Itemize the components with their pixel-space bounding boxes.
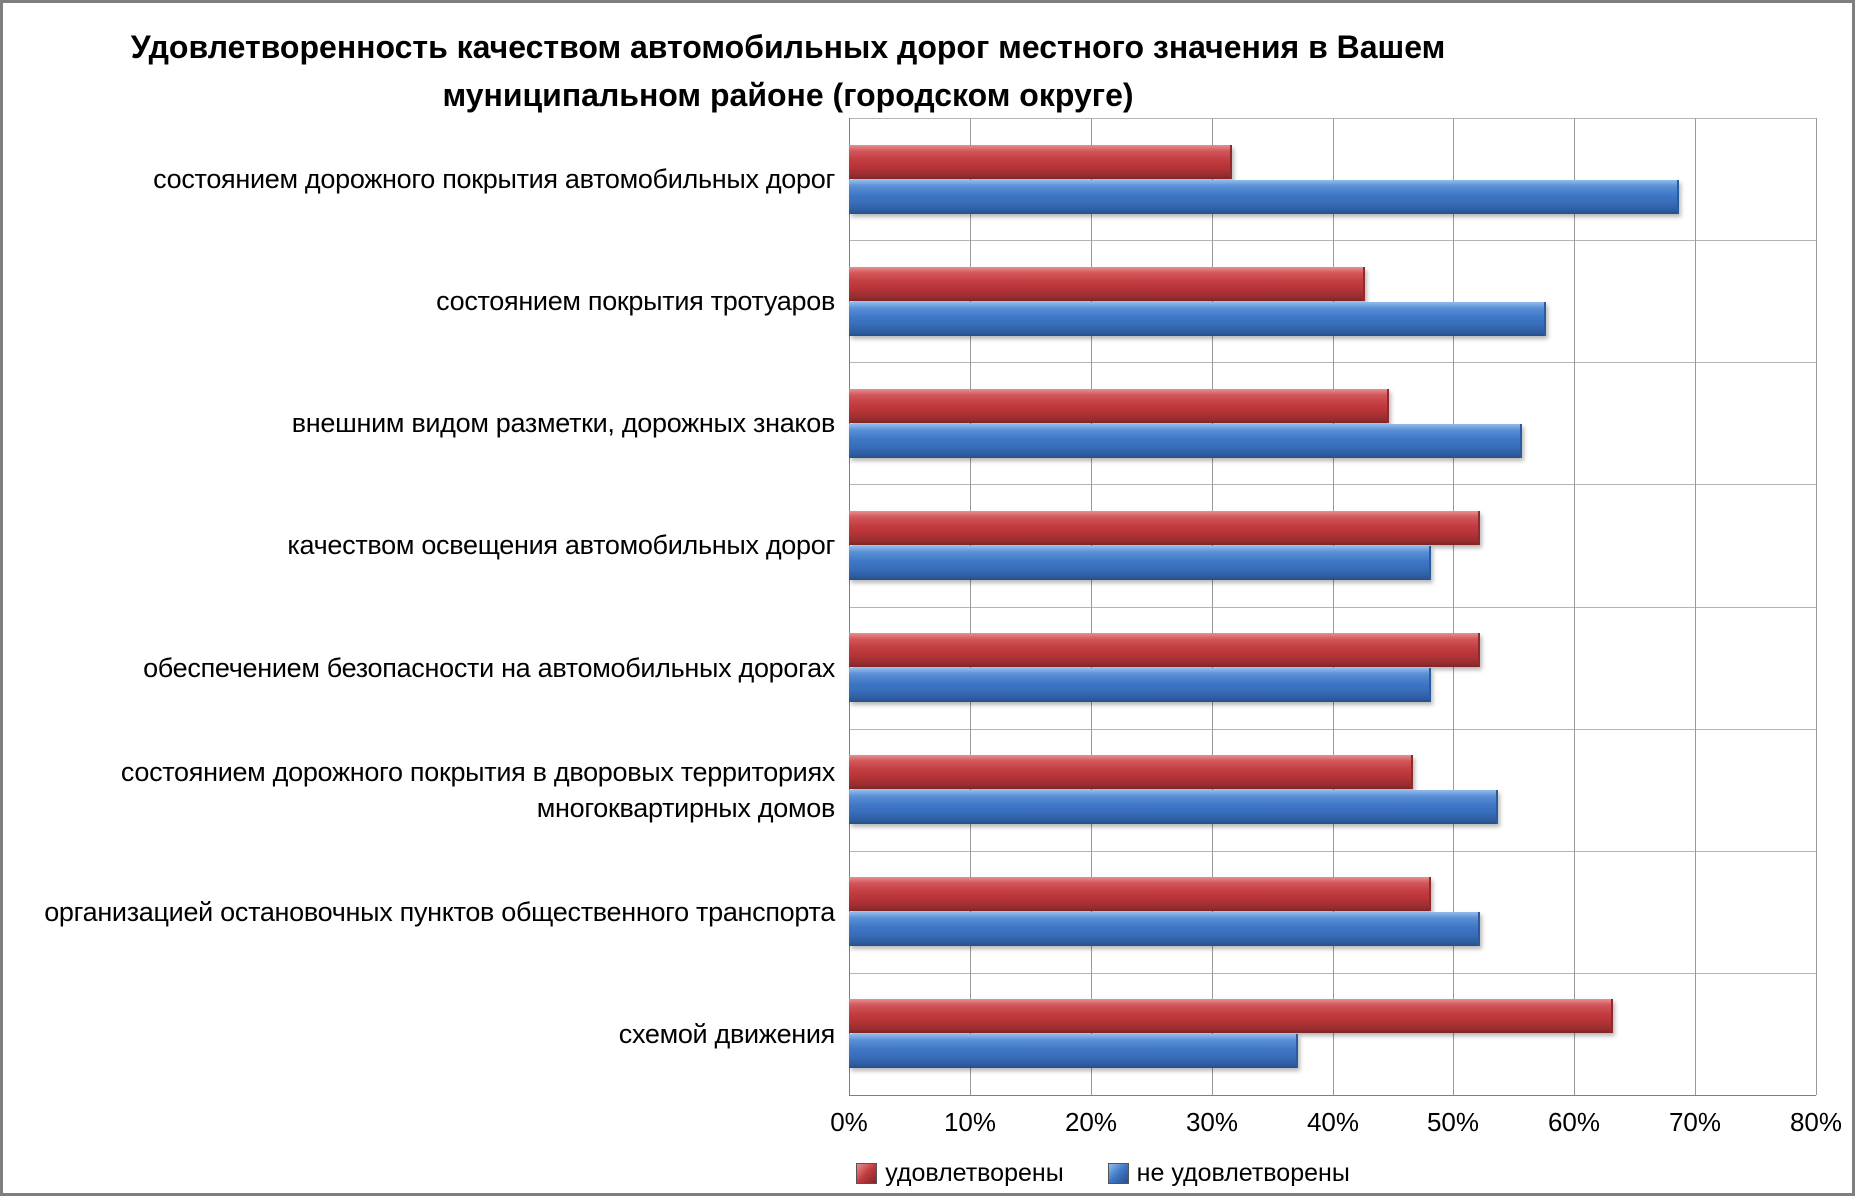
plot-area bbox=[849, 118, 1817, 1096]
category-gridline bbox=[849, 973, 1816, 974]
x-tick-label: 0% bbox=[830, 1107, 868, 1137]
bar-dissatisfied-row-6 bbox=[849, 790, 1498, 824]
x-tick-label: 80% bbox=[1789, 1107, 1843, 1137]
bar-dissatisfied-row-8 bbox=[849, 1034, 1298, 1068]
x-tick-label: 10% bbox=[943, 1107, 997, 1137]
bar-dissatisfied-row-3 bbox=[849, 424, 1522, 458]
bar-satisfied-row-3 bbox=[849, 389, 1389, 423]
bar-dissatisfied-row-2 bbox=[849, 302, 1546, 336]
category-gridline bbox=[849, 240, 1816, 241]
legend-item-dissatisfied: не удовлетворены bbox=[1107, 1158, 1350, 1188]
bar-dissatisfied-row-4 bbox=[849, 546, 1431, 580]
bar-dissatisfied-row-5 bbox=[849, 668, 1431, 702]
category-label: внешним видом разметки, дорожных знаков bbox=[291, 408, 836, 439]
legend: удовлетворены не удовлетворены bbox=[843, 1153, 1363, 1193]
value-gridline bbox=[1574, 118, 1575, 1095]
chart-title: Удовлетворенность качеством автомобильны… bbox=[63, 23, 1513, 119]
bar-dissatisfied-row-1 bbox=[849, 180, 1679, 214]
category-axis-line bbox=[849, 118, 850, 1095]
x-tick-label: 50% bbox=[1426, 1107, 1480, 1137]
category-gridline bbox=[849, 607, 1816, 608]
x-tick-label: 40% bbox=[1306, 1107, 1360, 1137]
category-gridline bbox=[849, 118, 1816, 119]
category-gridline bbox=[849, 484, 1816, 485]
legend-label-satisfied: удовлетворены bbox=[885, 1158, 1064, 1187]
bar-satisfied-row-8 bbox=[849, 999, 1613, 1033]
category-gridline bbox=[849, 729, 1816, 730]
value-axis-line bbox=[849, 1095, 1816, 1096]
legend-swatch-satisfied-icon bbox=[856, 1162, 878, 1184]
value-gridline bbox=[1453, 118, 1454, 1095]
x-tick-label: 70% bbox=[1668, 1107, 1722, 1137]
bar-dissatisfied-row-7 bbox=[849, 912, 1480, 946]
category-label: состоянием покрытия тротуаров bbox=[436, 286, 835, 317]
category-label: качеством освещения автомобильных дорог bbox=[287, 530, 835, 561]
bar-satisfied-row-4 bbox=[849, 511, 1480, 545]
category-label: обеспечением безопасности на автомобильн… bbox=[143, 652, 835, 683]
legend-swatch-dissatisfied-icon bbox=[1107, 1162, 1129, 1184]
chart-title-line2: муниципальном районе (городском округе) bbox=[442, 77, 1134, 113]
bar-satisfied-row-5 bbox=[849, 633, 1480, 667]
legend-item-satisfied: удовлетворены bbox=[856, 1158, 1064, 1188]
category-gridline bbox=[849, 851, 1816, 852]
bar-satisfied-row-6 bbox=[849, 755, 1413, 789]
category-gridline bbox=[849, 362, 1816, 363]
value-gridline bbox=[1333, 118, 1334, 1095]
value-gridline bbox=[1212, 118, 1213, 1095]
value-gridline bbox=[1695, 118, 1696, 1095]
category-label: организацией остановочных пунктов общест… bbox=[44, 896, 835, 927]
x-tick-label: 60% bbox=[1547, 1107, 1601, 1137]
legend-label-dissatisfied: не удовлетворены bbox=[1136, 1158, 1350, 1187]
category-label: схемой движения bbox=[618, 1018, 836, 1049]
value-axis-ticks: 0% 10% 20% 30% 40% 50% 60% 70% 80% bbox=[830, 1107, 1842, 1141]
value-gridline bbox=[1091, 118, 1092, 1095]
x-tick-label: 30% bbox=[1185, 1107, 1239, 1137]
value-gridline bbox=[1816, 118, 1817, 1095]
bar-satisfied-row-7 bbox=[849, 877, 1431, 911]
chart-title-line1: Удовлетворенность качеством автомобильны… bbox=[130, 29, 1446, 65]
bar-satisfied-row-2 bbox=[849, 267, 1365, 301]
bar-satisfied-row-1 bbox=[849, 145, 1232, 179]
category-label: состоянием дорожного покрытия автомобиль… bbox=[153, 164, 835, 195]
category-label: состоянием дорожного покрытия в дворовых… bbox=[120, 756, 835, 823]
category-axis-labels: состоянием дорожного покрытия автомобиль… bbox=[15, 118, 835, 1095]
x-tick-label: 20% bbox=[1064, 1107, 1118, 1137]
value-gridline bbox=[970, 118, 971, 1095]
